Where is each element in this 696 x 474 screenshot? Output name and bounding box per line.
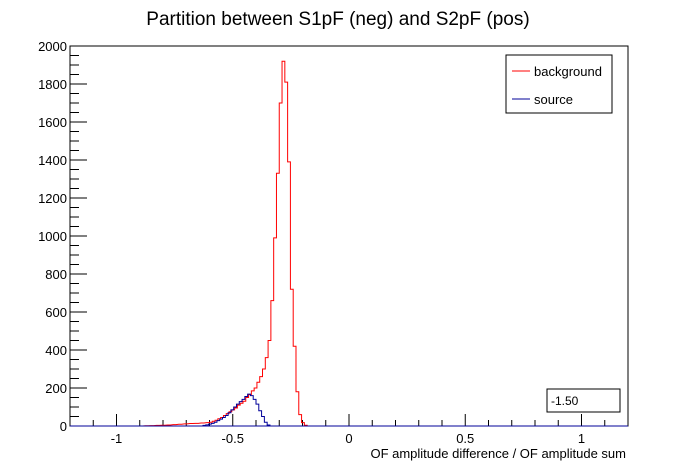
legend: background source xyxy=(505,54,613,114)
y-tick-label: 400 xyxy=(45,343,67,358)
y-tick-label: 1200 xyxy=(38,191,67,206)
annotation-frame xyxy=(546,388,621,413)
y-tick-label: 600 xyxy=(45,305,67,320)
legend-label-background: background xyxy=(534,64,602,79)
legend-box xyxy=(505,54,613,114)
series-line-source xyxy=(200,393,273,427)
annotation-box: -1.50 xyxy=(546,388,621,413)
x-tick-label: 0.5 xyxy=(456,431,474,446)
x-axis: -1 -0.5 0 0.5 1 xyxy=(69,414,629,446)
y-tick-label: 2000 xyxy=(38,39,67,54)
y-tick-label: 1600 xyxy=(38,115,67,130)
series-line-background xyxy=(139,60,310,427)
y-tick-label: 0 xyxy=(60,419,67,434)
y-tick-label: 1000 xyxy=(38,229,67,244)
series-source xyxy=(200,393,273,427)
annotation-text: -1.50 xyxy=(551,394,579,408)
x-tick-label: -0.5 xyxy=(222,431,244,446)
y-tick-label: 800 xyxy=(45,267,67,282)
legend-label-source: source xyxy=(534,92,573,107)
x-tick-label: 1 xyxy=(578,431,585,446)
y-tick-label: 1400 xyxy=(38,153,67,168)
y-axis: 0 200 400 600 800 1000 1200 1400 1600 1800 2000 xyxy=(38,39,87,434)
y-tick-label: 1800 xyxy=(38,77,67,92)
x-tick-label: -1 xyxy=(111,431,123,446)
chart-title: Partition between S1pF (neg) and S2pF (p… xyxy=(146,9,529,30)
series-background xyxy=(139,60,310,427)
series-layer xyxy=(70,60,628,427)
x-axis-title: OF amplitude difference / OF amplitude s… xyxy=(370,446,626,461)
x-tick-label: 0 xyxy=(345,431,352,446)
y-tick-label: 200 xyxy=(45,381,67,396)
